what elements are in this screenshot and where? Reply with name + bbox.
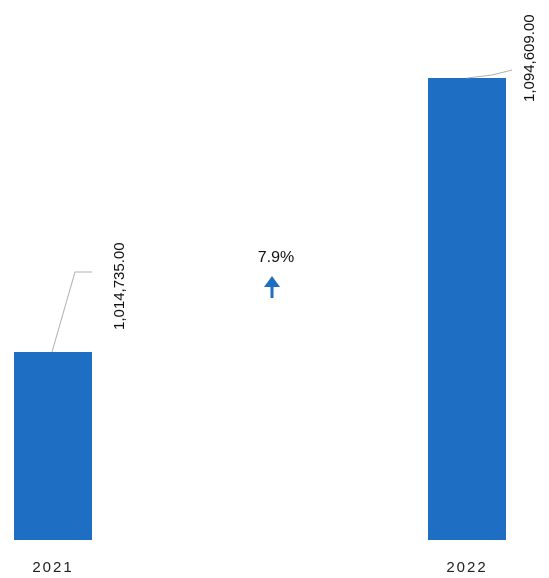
bar-2021 bbox=[14, 352, 92, 540]
x-tick-label-2022: 2022 bbox=[446, 559, 487, 576]
leader-line-2022 bbox=[466, 69, 513, 79]
leader-line-2021 bbox=[51, 271, 92, 353]
x-tick-label-2021: 2021 bbox=[32, 559, 73, 576]
value-label-2021: 1,014,735.00 bbox=[111, 242, 128, 330]
value-label-2022: 1,094,609.00 bbox=[521, 14, 538, 102]
bar-2022 bbox=[428, 78, 506, 540]
up-arrow-icon bbox=[264, 276, 280, 298]
change-percent-label: 7.9% bbox=[258, 249, 294, 266]
